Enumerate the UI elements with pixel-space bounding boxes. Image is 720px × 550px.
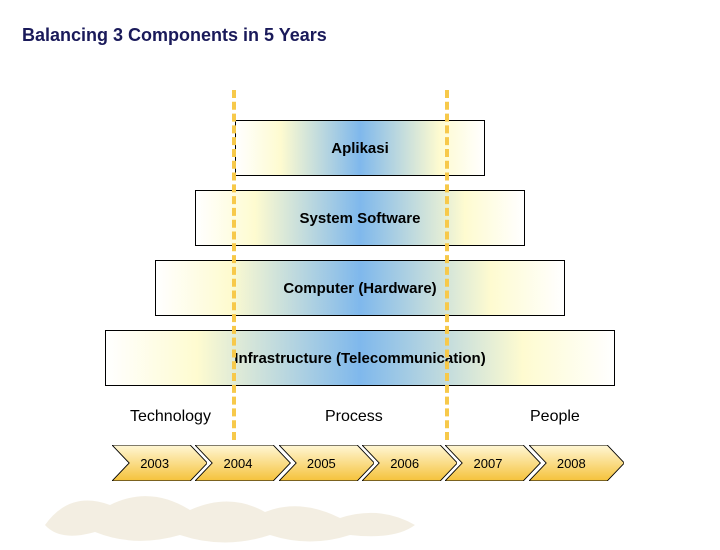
timeline: 200320042005200620072008 bbox=[112, 445, 612, 481]
pyramid-layer-system-software: System Software bbox=[195, 190, 525, 246]
category-technology: Technology bbox=[130, 408, 211, 426]
timeline-year-label: 2007 bbox=[445, 445, 530, 481]
timeline-year: 2003 bbox=[112, 445, 207, 481]
timeline-year-label: 2006 bbox=[362, 445, 447, 481]
timeline-year: 2008 bbox=[529, 445, 624, 481]
timeline-year: 2006 bbox=[362, 445, 457, 481]
guide-line-right bbox=[445, 90, 449, 440]
timeline-year-label: 2004 bbox=[195, 445, 280, 481]
timeline-year: 2005 bbox=[279, 445, 374, 481]
timeline-year-label: 2008 bbox=[529, 445, 614, 481]
pyramid-layer-hardware: Computer (Hardware) bbox=[155, 260, 565, 316]
pyramid-layer-infrastructure: Infrastructure (Telecommunication) bbox=[105, 330, 615, 386]
timeline-year: 2007 bbox=[445, 445, 540, 481]
timeline-year: 2004 bbox=[195, 445, 290, 481]
category-people: People bbox=[530, 408, 580, 426]
page-title: Balancing 3 Components in 5 Years bbox=[22, 25, 327, 46]
layer-label: System Software bbox=[300, 210, 421, 227]
timeline-year-label: 2005 bbox=[279, 445, 364, 481]
guide-line-left bbox=[232, 90, 236, 440]
timeline-year-label: 2003 bbox=[112, 445, 197, 481]
layer-label: Aplikasi bbox=[331, 140, 389, 157]
layer-label: Computer (Hardware) bbox=[283, 280, 436, 297]
category-process: Process bbox=[325, 408, 383, 426]
